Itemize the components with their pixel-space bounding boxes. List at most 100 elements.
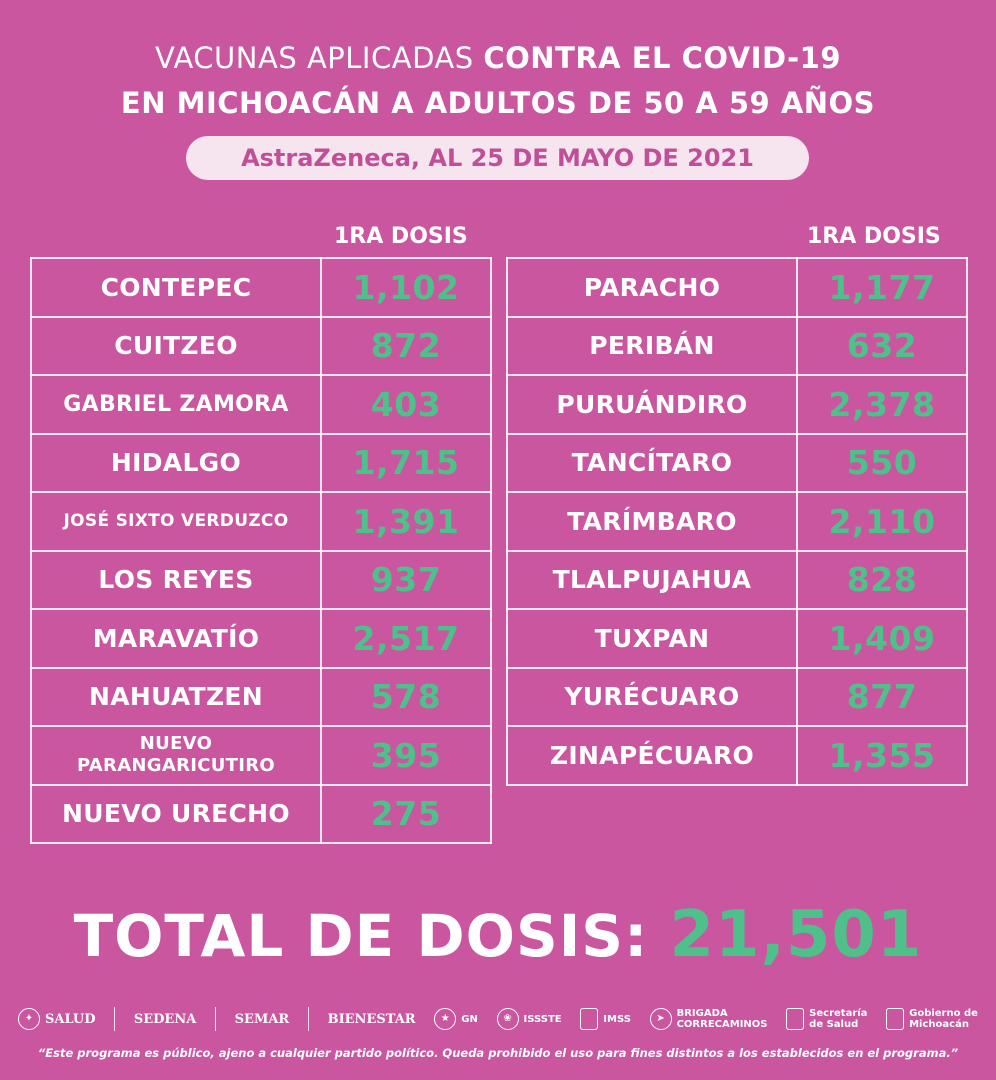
dosis-cell: 395 [320, 725, 492, 786]
semar-label: SEMAR [234, 1011, 290, 1027]
dosis-cell: 275 [320, 783, 492, 844]
municipio-cell: ZINAPÉCUARO [506, 725, 798, 786]
imss-logo: IMSS [580, 1008, 631, 1030]
municipio-cell: TARÍMBARO [506, 491, 798, 552]
divider [214, 1007, 216, 1031]
title-line-1: VACUNAS APLICADAS CONTRA EL COVID-19 [0, 36, 996, 81]
dosis-cell: 2,378 [796, 374, 968, 435]
municipio-cell: GABRIEL ZAMORA [30, 374, 322, 435]
salud-logo: ✦ SALUD [18, 1008, 96, 1030]
divider [307, 1007, 309, 1031]
municipio-cell: LOS REYES [30, 549, 322, 610]
dosis-cell: 2,110 [796, 491, 968, 552]
sedena-label: SEDENA [133, 1011, 197, 1027]
dosis-cell: 937 [320, 549, 492, 610]
municipio-cell: NUEVO PARANGARICUTIRO [30, 725, 322, 786]
left-column-header: 1RA DOSIS [334, 224, 468, 249]
imss-emblem-icon [580, 1008, 599, 1030]
municipio-cell: NAHUATZEN [30, 666, 322, 727]
table-row: TUXPAN 1,409 [506, 608, 968, 669]
municipio-cell: PURUÁNDIRO [506, 374, 798, 435]
municipio-cell: PERIBÁN [506, 315, 798, 376]
municipio-line-1: NUEVO [139, 733, 213, 755]
municipio-cell: HIDALGO [30, 432, 322, 493]
page-title: VACUNAS APLICADAS CONTRA EL COVID-19 EN … [0, 36, 996, 126]
divider [114, 1007, 116, 1031]
secretaria-salud-logo: Secretaría de Salud [786, 1008, 867, 1030]
roadrunner-icon: ➤ [649, 1008, 672, 1030]
dosis-cell: 1,177 [796, 257, 968, 318]
bienestar-label: BIENESTAR [327, 1011, 416, 1027]
secretaria-text: Secretaría de Salud [809, 1008, 867, 1030]
table-row: PARACHO 1,177 [506, 257, 968, 318]
dosis-cell: 1,355 [796, 725, 968, 786]
table-row: NUEVO URECHO 275 [30, 783, 492, 844]
brigada-line-1: BRIGADA [676, 1008, 728, 1019]
dosis-cell: 578 [320, 666, 492, 727]
secretaria-line-1: Secretaría [809, 1008, 868, 1019]
municipio-cell: JOSÉ SIXTO VERDUZCO [30, 491, 322, 552]
issste-logo: ❀ ISSSTE [496, 1008, 562, 1030]
brigada-text: BRIGADA CORRECAMINOS [677, 1008, 768, 1030]
table-row: ZINAPÉCUARO 1,355 [506, 725, 968, 786]
municipio-cell: NUEVO URECHO [30, 783, 322, 844]
gn-label: GN [461, 1013, 478, 1025]
table-row: NUEVO PARANGARICUTIRO 395 [30, 725, 492, 786]
shield-icon [786, 1008, 805, 1030]
title-line-2: EN MICHOACÁN A ADULTOS DE 50 A 59 AÑOS [120, 86, 876, 120]
table-row: HIDALGO 1,715 [30, 432, 492, 493]
dosis-cell: 828 [796, 549, 968, 610]
coat-of-arms-icon [886, 1008, 905, 1030]
imss-label: IMSS [603, 1013, 631, 1025]
secretaria-line-2: de Salud [809, 1019, 859, 1030]
total-doses: TOTAL DE DOSIS: 21,501 [0, 898, 996, 972]
total-label: TOTAL DE DOSIS: [73, 902, 670, 970]
dosis-cell: 2,517 [320, 608, 492, 669]
table-row: LOS REYES 937 [30, 549, 492, 610]
logo-strip: ✦ SALUD SEDENA SEMAR BIENESTAR ★ GN ❀ ISSST… [18, 1002, 978, 1036]
municipio-cell: CONTEPEC [30, 257, 322, 318]
issste-label: ISSSTE [523, 1013, 562, 1025]
table-row: NAHUATZEN 578 [30, 666, 492, 727]
issste-emblem-icon: ❀ [496, 1008, 519, 1030]
dosis-cell: 1,391 [320, 491, 492, 552]
eagle-emblem-icon: ✦ [18, 1008, 40, 1030]
municipio-line-2: PARANGARICUTIRO [76, 755, 276, 777]
bienestar-logo: BIENESTAR [328, 1012, 416, 1027]
dosis-cell: 877 [796, 666, 968, 727]
disclaimer-text: “Este programa es público, ajeno a cualq… [37, 1046, 959, 1060]
gobierno-line-2: Michoacán [909, 1019, 969, 1030]
table-row: PURUÁNDIRO 2,378 [506, 374, 968, 435]
municipio-cell: TLALPUJAHUA [506, 549, 798, 610]
gobierno-line-1: Gobierno de [909, 1008, 978, 1019]
dosis-cell: 872 [320, 315, 492, 376]
municipio-cell: PARACHO [506, 257, 798, 318]
right-column-header: 1RA DOSIS [807, 224, 941, 249]
dosis-cell: 1,409 [796, 608, 968, 669]
title-line-1-b: CONTRA EL COVID-19 [483, 41, 841, 75]
table-row: TANCÍTARO 550 [506, 432, 968, 493]
table-row: TARÍMBARO 2,110 [506, 491, 968, 552]
dosis-cell: 550 [796, 432, 968, 493]
municipio-cell: TUXPAN [506, 608, 798, 669]
salud-label: SALUD [45, 1011, 96, 1027]
table-row: PERIBÁN 632 [506, 315, 968, 376]
title-line-1-a: VACUNAS APLICADAS [155, 41, 484, 75]
dosis-cell: 1,102 [320, 257, 492, 318]
brigada-logo: ➤ BRIGADA CORRECAMINOS [649, 1008, 768, 1030]
dosis-cell: 632 [796, 315, 968, 376]
table-row: CUITZEO 872 [30, 315, 492, 376]
dosis-cell: 1,715 [320, 432, 492, 493]
brigada-line-2: CORRECAMINOS [676, 1019, 768, 1030]
semar-logo: SEMAR [235, 1012, 290, 1027]
table-row: GABRIEL ZAMORA 403 [30, 374, 492, 435]
table-row: YURÉCUARO 877 [506, 666, 968, 727]
municipio-cell: MARAVATÍO [30, 608, 322, 669]
total-value: 21,501 [669, 898, 923, 972]
gobierno-text: Gobierno de Michoacán [909, 1008, 978, 1030]
sedena-logo: SEDENA [134, 1012, 196, 1027]
gn-logo: ★ GN [434, 1008, 478, 1030]
table-row: TLALPUJAHUA 828 [506, 549, 968, 610]
table-row: MARAVATÍO 2,517 [30, 608, 492, 669]
table-row: CONTEPEC 1,102 [30, 257, 492, 318]
